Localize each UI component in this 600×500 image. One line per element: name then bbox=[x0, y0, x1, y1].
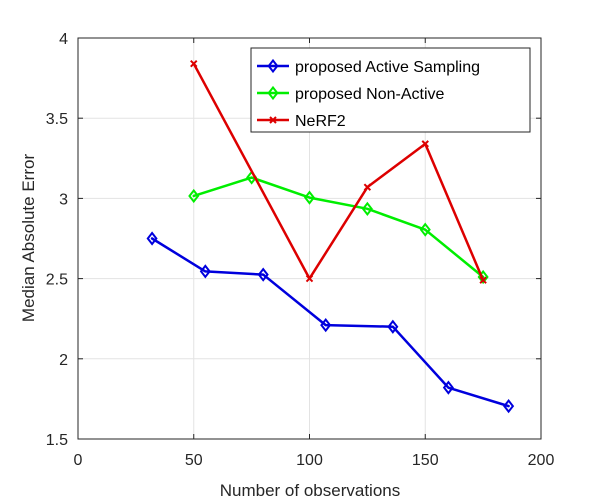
data-point bbox=[421, 140, 429, 148]
data-point bbox=[387, 319, 399, 334]
data-point bbox=[363, 183, 372, 191]
series-layer bbox=[146, 59, 515, 414]
legend-label: proposed Non-Active bbox=[295, 86, 445, 103]
data-point bbox=[361, 201, 373, 216]
data-point bbox=[257, 267, 269, 282]
legend-label: NeRF2 bbox=[295, 113, 346, 130]
data-point bbox=[479, 276, 487, 284]
x-tick-label: 200 bbox=[528, 452, 555, 469]
x-tick-label: 50 bbox=[185, 452, 203, 469]
axis-ticks: 0 50 100 150 200 1.5 2 2.5 3 3.5 4 bbox=[46, 31, 555, 469]
x-tick-label: 0 bbox=[74, 452, 83, 469]
data-point bbox=[199, 264, 211, 279]
legend-entry: proposed Non-Active bbox=[257, 85, 445, 103]
y-tick-label: 2.5 bbox=[46, 272, 68, 289]
legend-entry: NeRF2 bbox=[257, 113, 346, 130]
legend-label: proposed Active Sampling bbox=[295, 59, 480, 76]
data-point bbox=[190, 59, 198, 68]
series-proposed-active-sampling bbox=[146, 231, 515, 414]
series-line bbox=[192, 176, 485, 279]
data-point bbox=[305, 274, 314, 283]
y-tick-label: 3.5 bbox=[46, 111, 68, 128]
data-point bbox=[442, 380, 454, 395]
data-point bbox=[188, 188, 200, 204]
series-line bbox=[150, 237, 510, 408]
series-nerf2 bbox=[190, 59, 487, 284]
x-axis-label: Number of observations bbox=[220, 481, 400, 500]
legend-marker bbox=[267, 85, 279, 101]
legend-marker bbox=[267, 58, 279, 74]
legend-marker bbox=[269, 116, 277, 124]
data-point bbox=[146, 231, 158, 246]
legend-box bbox=[250, 47, 531, 133]
data-point bbox=[303, 190, 316, 205]
x-tick-label: 150 bbox=[412, 452, 439, 469]
y-tick-label: 2 bbox=[59, 352, 68, 369]
data-point bbox=[503, 398, 515, 414]
data-point bbox=[419, 222, 431, 237]
legend: proposed Active Sampling proposed Non-Act… bbox=[250, 47, 531, 133]
y-tick-label: 4 bbox=[59, 31, 68, 48]
x-tick-label: 100 bbox=[296, 452, 323, 469]
y-tick-label: 1.5 bbox=[46, 432, 68, 449]
legend-items: proposed Active Sampling proposed Non-Act… bbox=[257, 58, 480, 130]
y-axis-label: Median Absolute Error bbox=[19, 154, 38, 323]
y-tick-label: 3 bbox=[59, 191, 68, 208]
data-point bbox=[320, 317, 332, 333]
legend-entry: proposed Active Sampling bbox=[257, 58, 480, 76]
series-proposed-non-active bbox=[188, 170, 489, 285]
